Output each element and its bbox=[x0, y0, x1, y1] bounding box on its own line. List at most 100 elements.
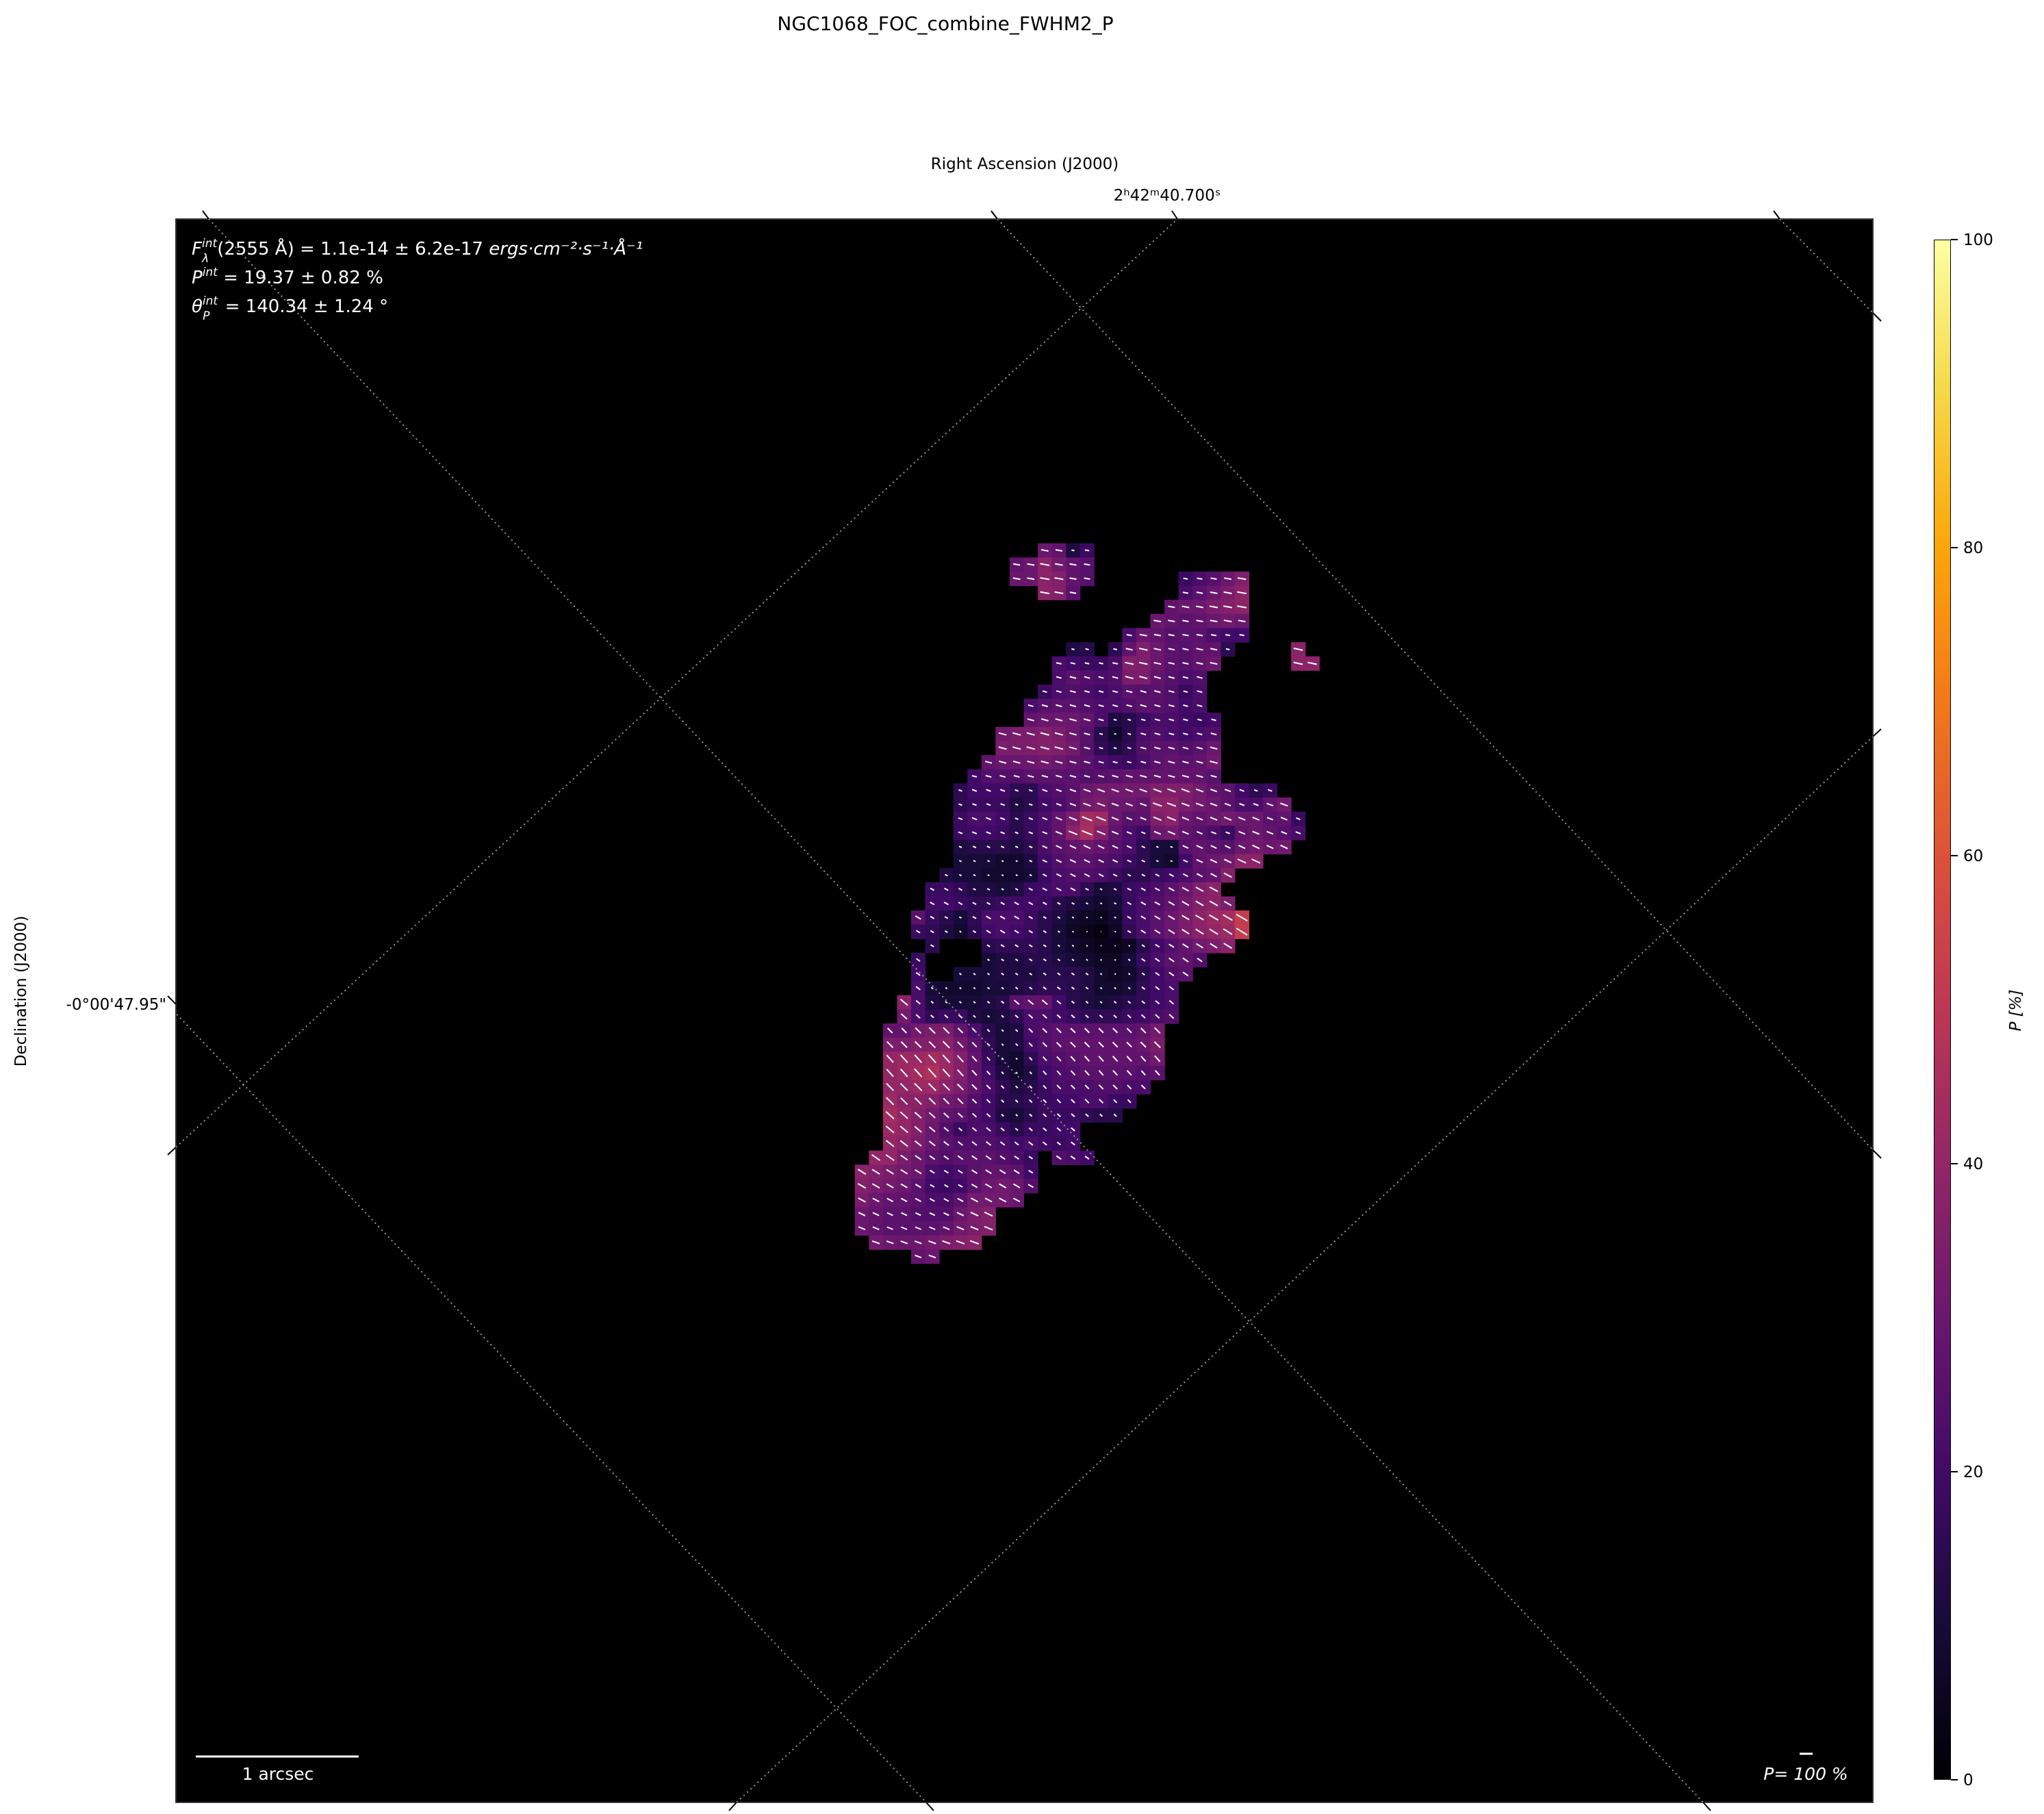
polarization-vector bbox=[943, 1226, 950, 1231]
polarization-vector bbox=[984, 761, 993, 764]
x-axis-label: Right Ascension (J2000) bbox=[931, 155, 1119, 173]
polarization-vector bbox=[1197, 676, 1203, 679]
polarization-vector bbox=[1112, 761, 1118, 764]
polarization-vector bbox=[1126, 1041, 1132, 1048]
polarization-vector bbox=[973, 1014, 976, 1018]
polarization-vector bbox=[1057, 972, 1061, 976]
polarization-vector bbox=[1266, 817, 1274, 821]
vector-scale-label: P= 100 % bbox=[1763, 1764, 1848, 1784]
polarization-vector bbox=[1028, 803, 1033, 806]
polarization-vector bbox=[1266, 802, 1274, 807]
polarization-vector bbox=[1043, 1099, 1047, 1103]
polarization-vector bbox=[1153, 830, 1162, 835]
polarization-vector bbox=[1097, 788, 1106, 793]
polarization-vector bbox=[1043, 1070, 1047, 1075]
polarization-vector bbox=[985, 775, 992, 778]
polarization-vector bbox=[1183, 704, 1188, 707]
polarization-vector bbox=[1084, 1084, 1090, 1090]
polarization-vector bbox=[956, 1226, 964, 1231]
polarization-vector bbox=[1054, 577, 1064, 580]
polarization-vector bbox=[1182, 619, 1189, 622]
polarization-vector bbox=[886, 1083, 894, 1091]
polarization-vector bbox=[914, 1082, 923, 1092]
polarization-vector bbox=[1054, 732, 1064, 736]
polarization-vector bbox=[1196, 845, 1203, 849]
polarization-vector bbox=[1127, 902, 1132, 906]
polarization-vector bbox=[1014, 817, 1019, 820]
polarization-vector bbox=[886, 1197, 894, 1203]
polarization-vector bbox=[1083, 845, 1091, 849]
polarization-vector bbox=[1197, 577, 1203, 580]
polarization-vector bbox=[1071, 972, 1075, 976]
polarization-vector bbox=[1000, 1085, 1005, 1089]
polarization-vector bbox=[1210, 648, 1218, 651]
polarization-vector bbox=[957, 1197, 964, 1203]
polarization-vector bbox=[943, 1212, 949, 1216]
polarization-vector bbox=[957, 1027, 964, 1034]
polarization-vector bbox=[1182, 845, 1189, 849]
polarization-vector bbox=[1027, 718, 1034, 721]
polarization-vector bbox=[928, 1240, 936, 1244]
polarization-vector bbox=[1084, 746, 1090, 750]
polarization-vector bbox=[1209, 900, 1218, 907]
polarization-vector bbox=[987, 860, 991, 863]
polarization-vector bbox=[1043, 1084, 1047, 1089]
polarization-vector bbox=[1210, 732, 1217, 736]
polarization-vector bbox=[1069, 802, 1077, 806]
polarization-vector bbox=[1196, 774, 1203, 778]
polarization-vector bbox=[1168, 619, 1175, 623]
x-tick-label: 2ʰ42ᵐ40.700ˢ bbox=[1114, 187, 1221, 205]
polarization-vector bbox=[1127, 718, 1132, 721]
polarization-vector bbox=[1070, 1041, 1076, 1048]
polarization-vector bbox=[915, 1197, 921, 1203]
polarization-vector bbox=[1069, 774, 1077, 778]
polarization-vector bbox=[958, 873, 962, 877]
polarization-vector bbox=[886, 1168, 894, 1175]
polarization-vector bbox=[959, 986, 962, 990]
polarization-vector bbox=[1182, 676, 1189, 679]
polarization-vector bbox=[1114, 973, 1116, 975]
polarization-vector bbox=[1209, 928, 1218, 935]
polarization-vector bbox=[1056, 1113, 1061, 1118]
polarization-vector bbox=[885, 1125, 895, 1134]
polarization-vector bbox=[1029, 986, 1033, 990]
polarization-vector bbox=[1155, 860, 1159, 863]
polarization-vector bbox=[1252, 817, 1260, 821]
polarization-vector bbox=[1014, 1099, 1019, 1103]
polarization-vector bbox=[914, 1240, 922, 1244]
polarization-vector bbox=[1071, 549, 1075, 552]
polarization-vector bbox=[1029, 860, 1033, 863]
polarization-vector bbox=[1054, 746, 1064, 750]
polarization-vector bbox=[1069, 718, 1077, 721]
polarization-vector bbox=[1154, 1070, 1160, 1076]
polarization-vector bbox=[1141, 1000, 1146, 1004]
polarization-vector bbox=[986, 1099, 991, 1103]
polarization-vector bbox=[930, 1014, 934, 1019]
polarization-vector bbox=[1166, 816, 1177, 821]
polarization-vector bbox=[1181, 901, 1190, 906]
polarization-vector bbox=[956, 1083, 964, 1090]
polarization-vector bbox=[1210, 577, 1217, 580]
polarization-vector bbox=[969, 1240, 980, 1245]
polarization-vector bbox=[1001, 958, 1004, 962]
polarization-vector bbox=[1055, 830, 1062, 835]
polarization-vector bbox=[1168, 690, 1175, 693]
polarization-vector bbox=[1085, 972, 1089, 975]
polarization-vector bbox=[1140, 774, 1147, 778]
polarization-vector bbox=[1126, 704, 1133, 708]
polarization-vector bbox=[1281, 831, 1288, 835]
polarization-vector bbox=[986, 915, 992, 920]
polarization-vector bbox=[1071, 1000, 1075, 1004]
polarization-vector bbox=[1237, 591, 1247, 595]
polarization-vector bbox=[1111, 788, 1119, 793]
polarization-vector bbox=[1097, 802, 1106, 807]
polarization-vector bbox=[1069, 676, 1077, 679]
polarization-vector bbox=[1141, 986, 1146, 991]
polarization-vector bbox=[1170, 860, 1173, 863]
polarization-vector bbox=[1015, 1071, 1018, 1075]
polarization-vector bbox=[984, 1211, 993, 1217]
polarization-vector bbox=[1071, 916, 1075, 919]
colorbar-tick-label: 100 bbox=[1963, 231, 1993, 249]
polarization-vector bbox=[957, 1155, 964, 1160]
polarization-vector bbox=[972, 930, 977, 934]
